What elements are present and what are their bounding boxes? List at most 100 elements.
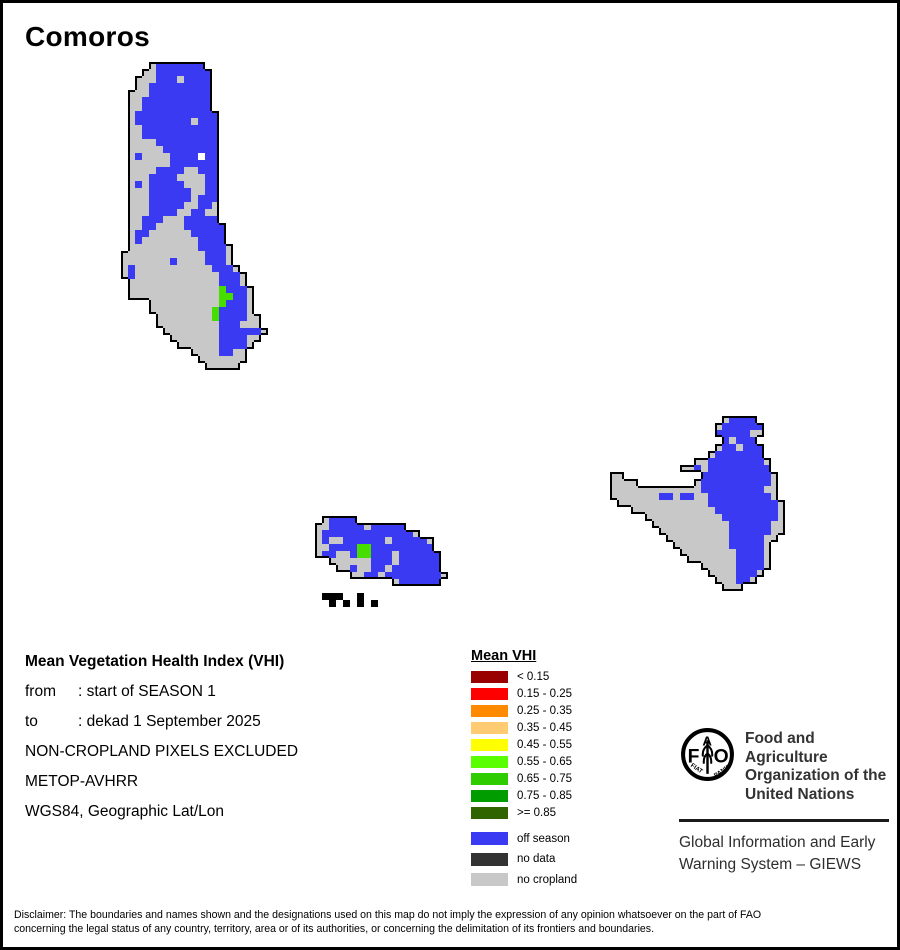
map-pixel: [708, 451, 715, 458]
map-pixel: [687, 542, 694, 549]
map-pixel: [170, 76, 177, 83]
legend-row: off season: [471, 832, 577, 845]
map-pixel: [212, 139, 219, 146]
map-pixel: [128, 167, 135, 174]
map-pixel: [233, 342, 240, 349]
map-pixel: [198, 279, 205, 286]
map-pixel: [736, 465, 743, 472]
map-pixel: [757, 563, 764, 570]
map-pixel: [406, 544, 413, 551]
map-pixel: [701, 479, 708, 486]
map-pixel: [240, 279, 247, 286]
map-pixel: [322, 537, 329, 544]
map-pixel: [212, 174, 219, 181]
legend-row: 0.65 - 0.75: [471, 773, 577, 785]
map-pixel: [135, 230, 142, 237]
fao-header: F A O FIAT PANIS Food and Agriculture Or…: [679, 726, 891, 804]
map-pixel: [715, 486, 722, 493]
map-pixel: [240, 272, 247, 279]
map-pixel: [205, 314, 212, 321]
map-pixel: [198, 188, 205, 195]
map-pixel: [163, 209, 170, 216]
map-pixel: [385, 551, 392, 558]
map-pixel: [722, 528, 729, 535]
map-pixel: [191, 335, 198, 342]
map-pixel: [219, 363, 226, 370]
map-pixel: [198, 181, 205, 188]
map-pixel: [135, 223, 142, 230]
legend-row: no cropland: [471, 873, 577, 886]
map-pixel: [219, 293, 226, 300]
map-pixel: [624, 500, 631, 507]
map-pixel: [722, 577, 729, 584]
map-pixel: [198, 62, 205, 69]
map-pixel: [399, 523, 406, 530]
map-pixel: [198, 167, 205, 174]
map-pixel: [750, 437, 757, 444]
map-pixel: [350, 565, 357, 572]
info-label-to: to: [25, 713, 38, 730]
fao-org-line: United Nations: [745, 785, 855, 803]
map-pixel: [722, 451, 729, 458]
map-pixel: [666, 500, 673, 507]
map-pixel: [736, 451, 743, 458]
map-pixel: [184, 258, 191, 265]
map-pixel: [170, 125, 177, 132]
map-pixel: [184, 111, 191, 118]
map-pixel: [680, 542, 687, 549]
map-pixel: [701, 535, 708, 542]
map-pixel: [743, 479, 750, 486]
map-pixel: [364, 558, 371, 565]
map-pixel: [226, 286, 233, 293]
map-pixel: [757, 444, 764, 451]
map-pixel: [687, 535, 694, 542]
map-pixel: [226, 356, 233, 363]
map-pixel: [219, 230, 226, 237]
map-pixel: [226, 293, 233, 300]
map-pixel: [156, 153, 163, 160]
map-pixel: [156, 76, 163, 83]
map-pixel: [357, 558, 364, 565]
map-pixel: [205, 195, 212, 202]
map-pixel: [357, 593, 364, 600]
map-pixel: [771, 514, 778, 521]
map-pixel: [135, 202, 142, 209]
map-pixel: [757, 465, 764, 472]
map-pixel: [764, 479, 771, 486]
map-pixel: [757, 514, 764, 521]
map-pixel: [357, 537, 364, 544]
map-pixel: [128, 132, 135, 139]
map-pixel: [170, 90, 177, 97]
map-pixel: [631, 479, 638, 486]
map-pixel: [687, 556, 694, 563]
map-pixel: [128, 153, 135, 160]
map-pixel: [406, 572, 413, 579]
map-pixel: [142, 125, 149, 132]
map-pixel: [156, 321, 163, 328]
map-pixel: [750, 577, 757, 584]
map-pixel: [205, 146, 212, 153]
map-pixel: [771, 472, 778, 479]
map-pixel: [736, 549, 743, 556]
map-pixel: [184, 230, 191, 237]
legend-color-swatch: [471, 852, 508, 866]
map-pixel: [128, 97, 135, 104]
map-pixel: [142, 188, 149, 195]
map-pixel: [357, 565, 364, 572]
map-pixel: [177, 97, 184, 104]
map-pixel: [128, 244, 135, 251]
map-pixel: [219, 335, 226, 342]
map-pixel: [659, 521, 666, 528]
map-pixel: [163, 139, 170, 146]
map-pixel: [149, 69, 156, 76]
map-pixel: [736, 528, 743, 535]
map-pixel: [170, 83, 177, 90]
map-pixel: [170, 167, 177, 174]
map-pixel: [385, 537, 392, 544]
map-pixel: [149, 62, 156, 69]
map-pixel: [434, 558, 441, 565]
map-pixel: [191, 209, 198, 216]
map-pixel: [729, 521, 736, 528]
map-pixel: [434, 579, 441, 586]
map-pixel: [170, 139, 177, 146]
